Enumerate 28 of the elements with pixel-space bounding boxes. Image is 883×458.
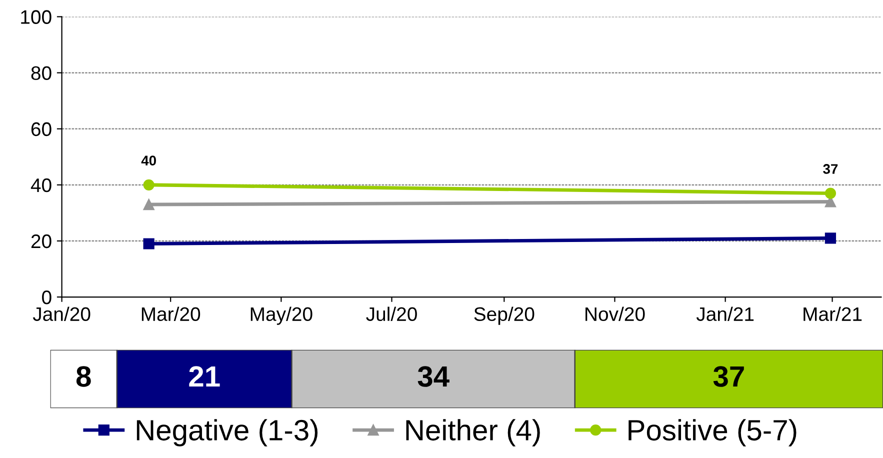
y-tick-label: 80: [31, 66, 52, 80]
y-tick-label: 40: [30, 178, 52, 192]
data-label: 21: [189, 366, 220, 387]
data-label: 40: [141, 156, 156, 166]
point: [824, 188, 836, 199]
legend-label: Neither (4): [406, 419, 540, 446]
point: [143, 198, 154, 210]
x-tick-label: Jan/21: [696, 306, 754, 322]
x-tick-label: May/20: [250, 306, 312, 325]
y-tick-label: 100: [21, 10, 52, 24]
x-tick-label: Mar/21: [804, 306, 862, 322]
data-label: 37: [713, 366, 744, 387]
legend-label: Negative (1-3): [136, 419, 318, 446]
legend-label: Positive (5-7): [628, 419, 796, 446]
y-tick-label: 20: [31, 234, 52, 248]
x-tick-label: Jan/20: [32, 306, 90, 322]
point: [824, 232, 836, 244]
x-tick-label: Sep/20: [474, 306, 534, 325]
y-tick-label: 60: [31, 122, 52, 136]
point: [143, 179, 154, 190]
x-tick-label: Nov/20: [586, 306, 645, 322]
point: [143, 238, 154, 250]
x-tick-label: Mar/20: [142, 306, 200, 322]
data-label: 34: [418, 366, 450, 387]
y-tick-label: 0: [42, 290, 52, 304]
x-tick-label: Jul/20: [366, 306, 417, 322]
data-label: 8: [76, 366, 91, 387]
data-label: 37: [823, 164, 838, 174]
